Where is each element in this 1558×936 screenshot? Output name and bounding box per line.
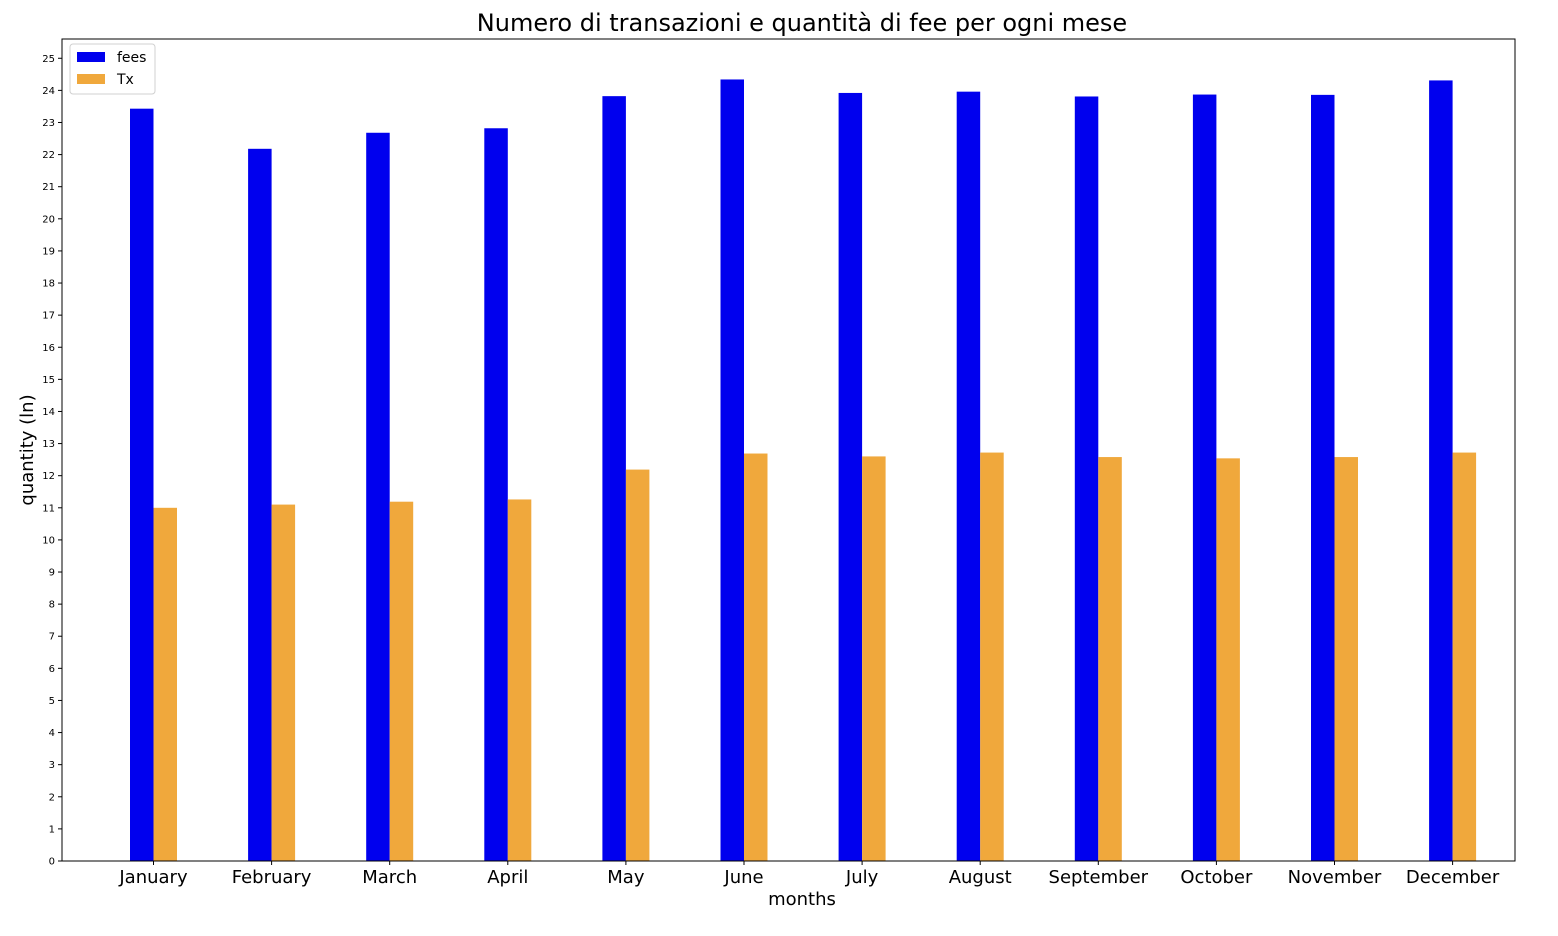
bar-tx-december	[1452, 452, 1477, 861]
y-tick-label-4: 4	[49, 728, 55, 739]
x-axis: January February March April May June July Augu…	[118, 861, 1500, 888]
y-tick-label-18: 18	[42, 279, 55, 290]
x-tick-label-october: October	[1180, 867, 1253, 888]
bar-fees-june	[720, 79, 744, 861]
y-tick-label-23: 23	[42, 118, 55, 129]
bar-fees-march	[366, 132, 390, 861]
bar-tx-june	[744, 453, 768, 861]
y-tick-label-17: 17	[42, 311, 55, 322]
x-tick-label-june: June	[723, 867, 763, 888]
y-tick-label-13: 13	[42, 439, 55, 450]
bar-fees-october	[1192, 94, 1217, 862]
y-tick-label-24: 24	[42, 86, 55, 97]
y-tick-label-2: 2	[49, 792, 55, 803]
x-tick-label-march: March	[362, 867, 417, 888]
y-tick-label-14: 14	[42, 407, 55, 418]
legend: fees Tx	[69, 43, 156, 95]
bar-fees-january	[130, 108, 154, 862]
bar-fees-september	[1074, 96, 1099, 862]
bar-fees-december	[1429, 80, 1453, 862]
chart-title: Numero di transazioni e quantità di fee …	[477, 9, 1127, 37]
bar-fees-november	[1311, 94, 1335, 862]
bar-tx-may	[625, 469, 650, 861]
bar-tx-april	[507, 499, 532, 861]
legend-label-tx: Tx	[116, 72, 134, 88]
bar-fees-february	[248, 148, 272, 861]
x-tick-label-august: August	[949, 867, 1012, 888]
y-axis-title: quantity (ln)	[17, 394, 38, 505]
y-tick-label-6: 6	[49, 664, 55, 675]
bar-tx-october	[1216, 458, 1240, 861]
y-tick-label-1: 1	[49, 824, 55, 835]
y-tick-label-25: 25	[42, 54, 55, 65]
x-tick-label-july: July	[845, 867, 879, 888]
y-tick-label-16: 16	[42, 343, 55, 354]
x-tick-label-may: May	[607, 867, 645, 888]
x-axis-title: months	[768, 889, 836, 910]
x-tick-label-april: April	[487, 867, 528, 888]
y-tick-label-11: 11	[42, 503, 55, 514]
bar-tx-july	[862, 456, 886, 861]
y-tick-label-3: 3	[49, 760, 55, 771]
bar-fees-may	[602, 96, 626, 861]
bar-fees-july	[838, 92, 863, 861]
bar-tx-august	[980, 452, 1004, 861]
y-tick-label-22: 22	[42, 150, 55, 161]
x-tick-label-november: November	[1288, 867, 1382, 888]
y-tick-label-19: 19	[42, 246, 55, 257]
x-tick-label-december: December	[1406, 867, 1500, 888]
bars-group	[130, 79, 1477, 862]
y-axis: 0123456789101112131415161718192021222324…	[42, 54, 62, 868]
y-tick-label-10: 10	[42, 535, 55, 546]
y-tick-label-15: 15	[42, 375, 55, 386]
bar-fees-august	[956, 91, 981, 861]
x-tick-label-january: January	[118, 867, 188, 888]
x-tick-label-september: September	[1049, 867, 1149, 888]
plot-frame	[61, 38, 1516, 862]
y-tick-label-12: 12	[42, 471, 55, 482]
y-tick-label-8: 8	[49, 600, 55, 611]
y-tick-label-21: 21	[42, 182, 55, 193]
y-tick-label-5: 5	[49, 696, 55, 707]
y-tick-label-0: 0	[49, 857, 55, 868]
bar-tx-february	[271, 504, 296, 861]
bar-tx-march	[389, 501, 414, 861]
bar-tx-september	[1098, 457, 1122, 861]
y-tick-label-20: 20	[42, 214, 55, 225]
legend-label-fees: fees	[117, 50, 146, 66]
legend-swatch-tx	[77, 74, 105, 84]
bar-fees-april	[484, 128, 508, 861]
y-tick-label-7: 7	[49, 632, 55, 643]
bar-tx-january	[153, 507, 177, 861]
y-tick-label-9: 9	[49, 568, 55, 579]
legend-swatch-fees	[77, 52, 105, 62]
x-tick-label-february: February	[232, 867, 312, 888]
bar-tx-november	[1334, 457, 1358, 861]
